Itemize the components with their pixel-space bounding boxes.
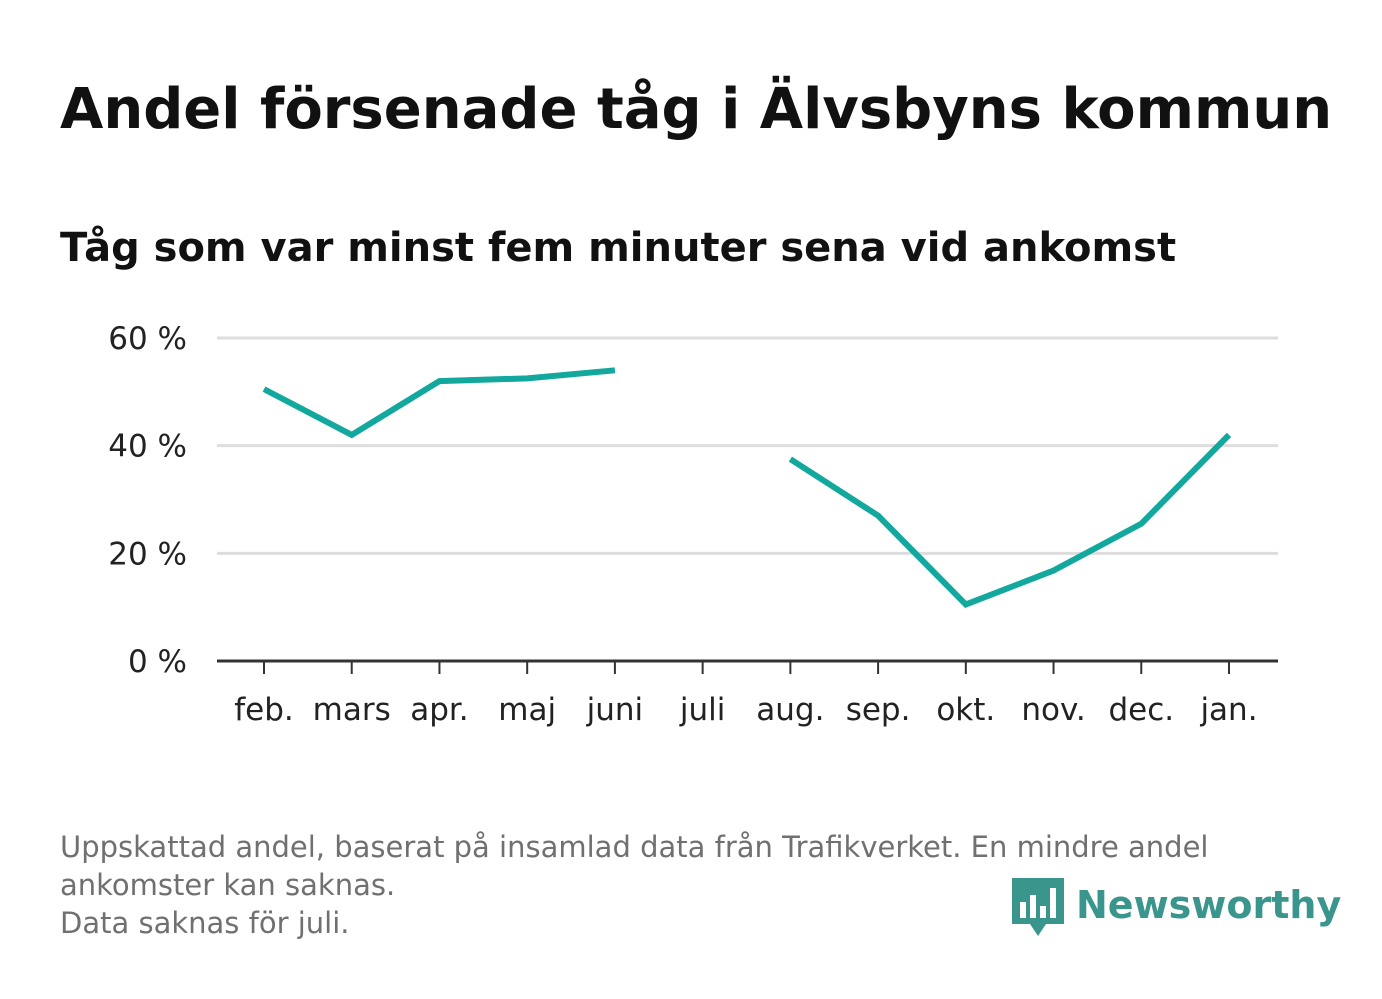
x-tick-label: maj [498, 692, 556, 728]
series-line-segment [262, 367, 616, 439]
x-tick-label: juli [679, 692, 726, 728]
grid-lines [217, 336, 1278, 555]
y-tick-label: 40 % [108, 429, 187, 465]
x-tick-label: aug. [756, 692, 824, 728]
x-tick-label: okt. [936, 692, 995, 728]
footnote-missing-data: Data saknas för juli. [60, 906, 350, 940]
x-tick-label: feb. [234, 692, 294, 728]
chart-subtitle: Tåg som var minst fem minuter sena vid a… [60, 225, 1177, 271]
logo-text: Newsworthy [1076, 883, 1342, 927]
x-axis [217, 659, 1278, 674]
y-tick-label: 20 % [108, 536, 187, 572]
chart-title: Andel försenade tåg i Älvsbyns kommun [60, 77, 1333, 142]
line-chart: 0 % 20 % 40 % 60 % feb. mars apr. maj juni juli a… [108, 321, 1278, 728]
series-line-segment [788, 432, 1232, 608]
y-tick-label: 60 % [108, 321, 187, 357]
x-tick-label: jan. [1199, 692, 1257, 728]
series-lines [262, 367, 1232, 608]
x-tick-label: dec. [1108, 692, 1174, 728]
x-tick-label: juni [586, 692, 644, 728]
y-tick-label: 0 % [128, 644, 187, 680]
x-tick-label: sep. [846, 692, 911, 728]
bar-chart-speech-bubble-icon [1012, 878, 1064, 936]
footnote: Uppskattad andel, baserat på insamlad da… [60, 828, 1320, 942]
x-tick-label: apr. [410, 692, 468, 728]
newsworthy-logo: Newsworthy [1012, 878, 1341, 940]
x-tick-label: nov. [1021, 692, 1085, 728]
footnote-source: Uppskattad andel, baserat på insamlad da… [60, 830, 1209, 902]
x-axis-labels: feb. mars apr. maj juni juli aug. sep. okt. nov. d… [234, 692, 1257, 728]
x-tick-label: mars [313, 692, 391, 728]
y-axis-labels: 0 % 20 % 40 % 60 % [108, 321, 187, 680]
